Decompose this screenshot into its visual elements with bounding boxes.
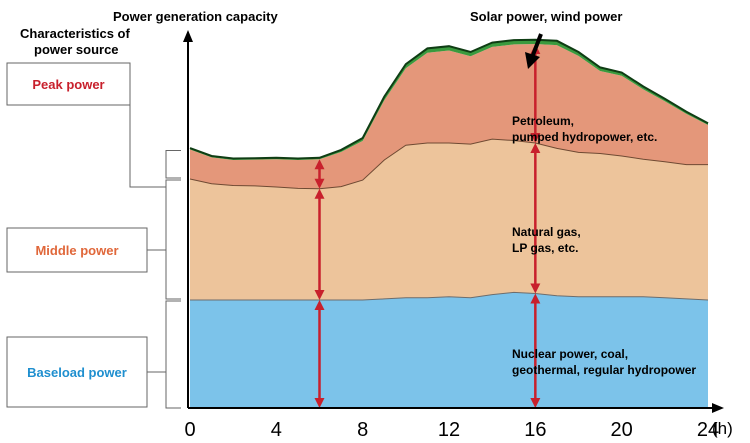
range-arrows (314, 44, 541, 408)
arrow-base-at-16h (530, 293, 541, 408)
x-axis-arrowhead (712, 403, 724, 413)
boundary-line-3 (189, 38, 709, 160)
x-tick-labels: 0 4 8 12 16 20 24 (184, 419, 719, 441)
middle-sources-line-1: Natural gas, (512, 225, 581, 239)
source-box-label-2: Middle power (35, 243, 118, 258)
base-sources-line-2: geothermal, regular hydropower (512, 363, 696, 377)
top-note-arrow-shaft (531, 33, 543, 56)
top-note-arrow-head (525, 52, 540, 69)
top-note-text: Solar power, wind power (470, 9, 622, 24)
bracket-base (165, 300, 181, 409)
middle-sources-annotation: Natural gas, LP gas, etc. (512, 225, 581, 255)
peak-sources-line-2: pumped hydropower, etc. (512, 130, 657, 144)
source-box-2: Middle power (6, 227, 166, 273)
axes (183, 30, 724, 413)
peak-sources-line-1: Petroleum, (512, 114, 574, 128)
x-tick-20: 20 (611, 419, 633, 441)
source-brackets: Peak power Middle power Baseload power (6, 62, 181, 409)
peak-sources-annotation: Petroleum, pumped hydropower, etc. (512, 114, 657, 144)
middle-sources-line-2: LP gas, etc. (512, 241, 578, 255)
y-axis-label: Power generation capacity (113, 9, 278, 24)
boundary-line-2 (189, 138, 708, 190)
x-tick-8: 8 (357, 419, 368, 441)
arrow-middle-at-6h (314, 188, 325, 300)
bracket-middle (165, 179, 181, 300)
source-box-label-3: Baseload power (27, 365, 127, 380)
source-header-line-1: Characteristics of (20, 26, 130, 41)
y-axis-arrowhead (183, 30, 193, 42)
boundary-line-1 (190, 291, 709, 301)
x-tick-24: 24 (697, 419, 719, 441)
x-axis-label: (h) (712, 419, 733, 438)
base-sources-line-1: Nuclear power, coal, (512, 347, 628, 361)
source-box-3: Baseload power (6, 336, 166, 408)
x-tick-0: 0 (184, 419, 195, 441)
top-note: Solar power, wind power (470, 9, 622, 69)
x-tick-12: 12 (438, 419, 460, 441)
source-header-line-2: power source (34, 42, 119, 57)
arrow-base-at-6h (314, 300, 325, 408)
source-box-1: Peak power (6, 62, 166, 188)
x-tick-4: 4 (271, 419, 282, 441)
stacked-areas (189, 38, 709, 408)
source-box-label-1: Peak power (32, 77, 104, 92)
area-band-3 (190, 44, 708, 189)
area-band-1 (190, 292, 708, 408)
arrow-peak-at-6h (314, 159, 325, 189)
base-sources-annotation: Nuclear power, coal, geothermal, regular… (512, 347, 696, 377)
bracket-peak (165, 150, 181, 179)
x-tick-16: 16 (524, 419, 546, 441)
arrow-middle-at-16h (530, 143, 541, 294)
source-header: Characteristics of power source (20, 26, 130, 57)
